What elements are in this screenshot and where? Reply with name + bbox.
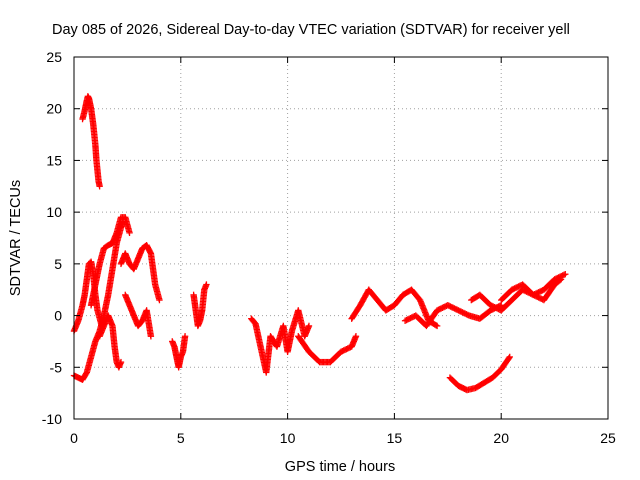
- y-tick-label: 20: [46, 101, 62, 117]
- data-point: [147, 333, 155, 340]
- data-point: [203, 281, 210, 288]
- y-tick-label: -10: [42, 411, 62, 427]
- data-point: [117, 358, 125, 366]
- x-axis-label: GPS time / hours: [285, 459, 395, 475]
- data-point: [156, 296, 163, 304]
- data-point: [96, 183, 103, 190]
- data-point: [352, 333, 360, 340]
- data-point: [126, 229, 133, 237]
- data-point: [305, 322, 313, 330]
- data-point: [557, 276, 565, 283]
- x-tick-label: 10: [280, 430, 296, 446]
- data-point: [562, 271, 569, 278]
- chart-title: Day 085 of 2026, Sidereal Day-to-day VTE…: [52, 22, 570, 38]
- y-tick-label: 25: [46, 49, 62, 65]
- tick-labels: 0 5 10 15 20 25 -10 -5 0 5 10 15 20 25: [42, 49, 616, 446]
- y-tick-label: 0: [54, 308, 62, 324]
- axis-ticks: [73, 56, 609, 420]
- data-point: [556, 277, 564, 284]
- x-tick-label: 25: [600, 430, 616, 446]
- plot-frame: [73, 56, 609, 420]
- x-tick-label: 15: [387, 430, 403, 446]
- x-tick-label: 0: [70, 430, 78, 446]
- x-tick-label: 5: [177, 430, 185, 446]
- y-tick-label: 15: [46, 152, 62, 168]
- y-axis-label: SDTVAR / TECUs: [8, 180, 24, 296]
- data-points: [70, 93, 569, 394]
- x-tick-label: 20: [493, 430, 509, 446]
- data-point: [433, 322, 441, 330]
- y-tick-label: 5: [54, 256, 62, 272]
- y-tick-label: -5: [50, 359, 63, 375]
- grid: [74, 57, 608, 419]
- data-point: [505, 354, 513, 362]
- y-tick-label: 10: [46, 204, 62, 220]
- data-point: [432, 321, 440, 329]
- data-point: [506, 353, 513, 361]
- data-point: [181, 333, 189, 340]
